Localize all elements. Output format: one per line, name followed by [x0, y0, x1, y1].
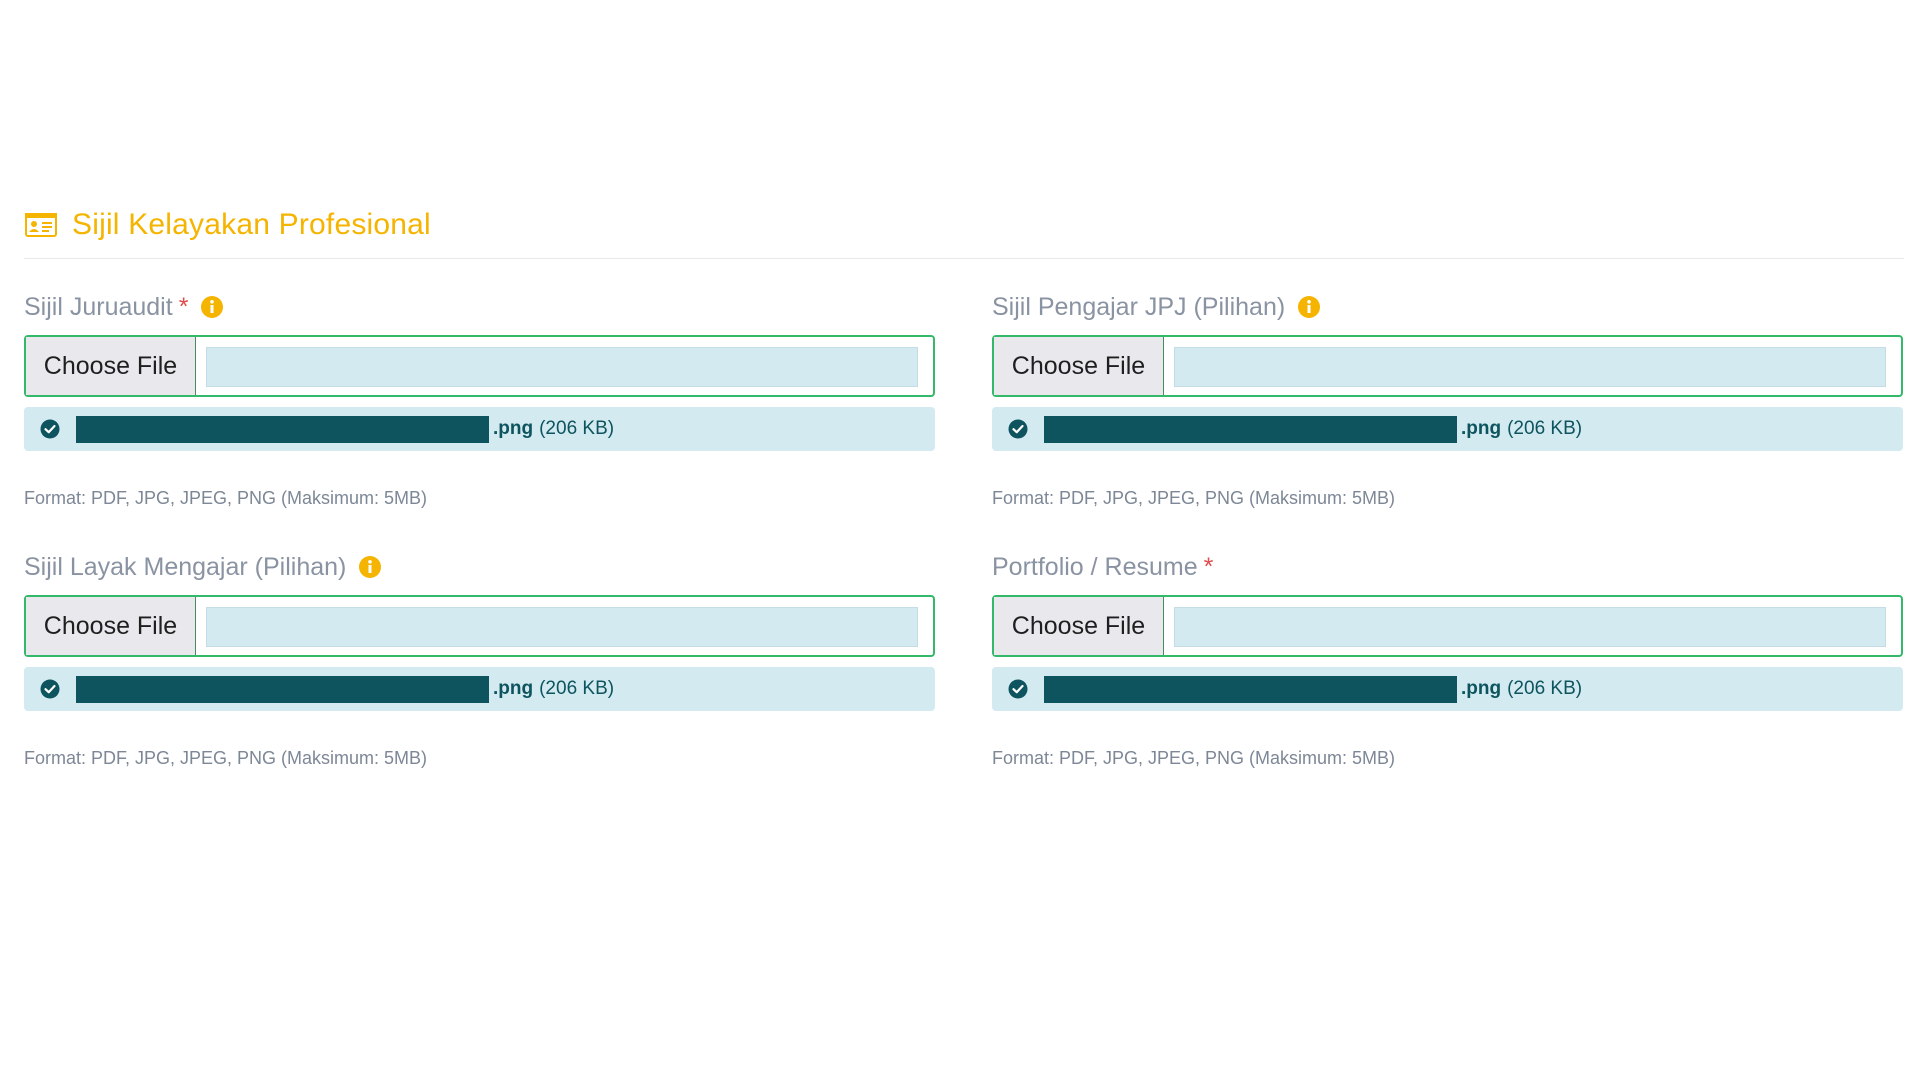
field-sijil-juruaudit: Sijil Juruaudit * Choose File .png [24, 290, 939, 508]
professional-certificates-section: Sijil Kelayakan Profesional Sijil Juruau… [24, 200, 1904, 768]
redacted-file-name [1044, 675, 1457, 703]
choose-file-button[interactable]: Choose File [26, 597, 196, 655]
required-mark: * [1203, 552, 1214, 581]
redacted-file-name [1044, 415, 1457, 443]
check-circle-icon [1008, 679, 1028, 699]
field-label: Sijil Layak Mengajar (Pilihan) [24, 550, 939, 584]
file-size: (206 KB) [539, 418, 615, 439]
file-extension: .png [1461, 418, 1502, 439]
check-circle-icon [40, 679, 60, 699]
file-input[interactable]: Choose File [24, 335, 935, 397]
field-label-text: Sijil Layak Mengajar (Pilihan) [24, 552, 347, 581]
format-hint: Format: PDF, JPG, JPEG, PNG (Maksimum: 5… [24, 488, 428, 508]
choose-file-button[interactable]: Choose File [994, 337, 1164, 395]
uploaded-file-status: .png (206 KB) [24, 407, 935, 451]
uploaded-file-status: .png (206 KB) [992, 667, 1903, 711]
file-size: (206 KB) [539, 678, 615, 699]
info-icon[interactable] [200, 295, 224, 319]
field-label: Sijil Juruaudit * [24, 290, 939, 324]
info-icon[interactable] [1297, 295, 1321, 319]
section-header: Sijil Kelayakan Profesional [24, 200, 1904, 259]
file-name-display [1174, 347, 1886, 387]
field-sijil-layak-mengajar: Sijil Layak Mengajar (Pilihan) Choose Fi… [24, 550, 939, 768]
id-card-icon [25, 213, 57, 237]
file-name-display [206, 607, 918, 647]
file-extension: .png [1461, 678, 1502, 699]
file-name-display [1174, 607, 1886, 647]
redacted-file-name [76, 675, 489, 703]
field-sijil-pengajar-jpj: Sijil Pengajar JPJ (Pilihan) Choose File… [992, 290, 1907, 508]
uploaded-file-status: .png (206 KB) [24, 667, 935, 711]
file-name-display [206, 347, 918, 387]
file-size: (206 KB) [1507, 678, 1583, 699]
field-label: Portfolio / Resume * [992, 550, 1907, 584]
check-circle-icon [40, 419, 60, 439]
file-input[interactable]: Choose File [992, 595, 1903, 657]
format-hint: Format: PDF, JPG, JPEG, PNG (Maksimum: 5… [992, 748, 1396, 768]
required-mark: * [178, 292, 189, 321]
info-icon[interactable] [358, 555, 382, 579]
file-extension: .png [493, 418, 534, 439]
section-title: Sijil Kelayakan Profesional [72, 208, 431, 241]
field-label-text: Portfolio / Resume [992, 552, 1198, 581]
file-input[interactable]: Choose File [992, 335, 1903, 397]
check-circle-icon [1008, 419, 1028, 439]
file-size: (206 KB) [1507, 418, 1583, 439]
file-extension: .png [493, 678, 534, 699]
uploaded-file-status: .png (206 KB) [992, 407, 1903, 451]
choose-file-button[interactable]: Choose File [994, 597, 1164, 655]
field-label: Sijil Pengajar JPJ (Pilihan) [992, 290, 1907, 324]
field-label-text: Sijil Juruaudit [24, 292, 173, 321]
field-portfolio-resume: Portfolio / Resume * Choose File .png (2… [992, 550, 1907, 768]
format-hint: Format: PDF, JPG, JPEG, PNG (Maksimum: 5… [24, 748, 428, 768]
file-input[interactable]: Choose File [24, 595, 935, 657]
choose-file-button[interactable]: Choose File [26, 337, 196, 395]
redacted-file-name [76, 415, 489, 443]
format-hint: Format: PDF, JPG, JPEG, PNG (Maksimum: 5… [992, 488, 1396, 508]
field-label-text: Sijil Pengajar JPJ (Pilihan) [992, 292, 1286, 321]
